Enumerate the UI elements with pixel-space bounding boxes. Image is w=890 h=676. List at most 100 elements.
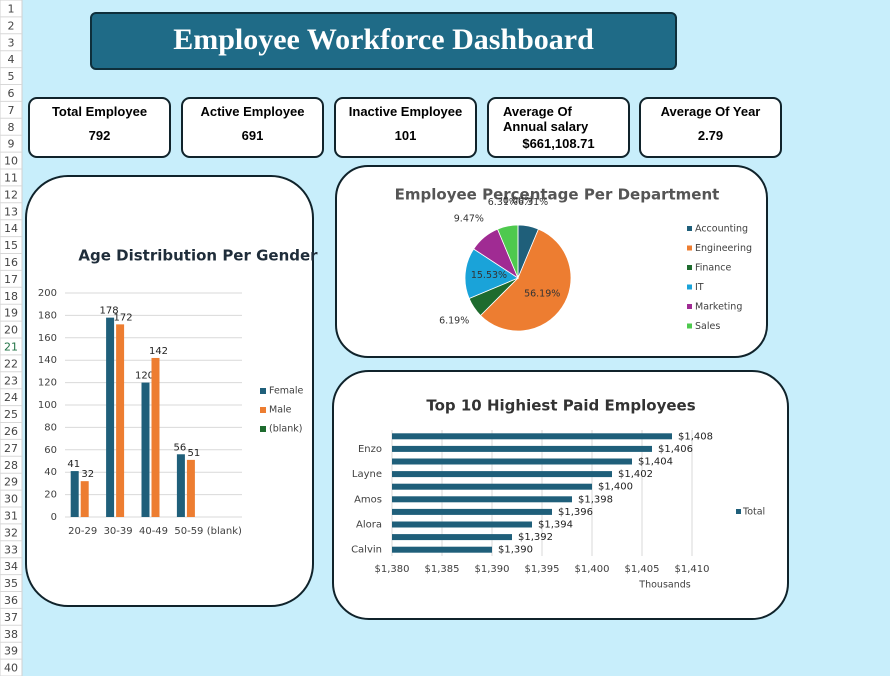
row-header: 2	[8, 19, 15, 32]
bar	[392, 445, 652, 452]
legend-label: Female	[269, 386, 304, 397]
row-header: 26	[4, 425, 18, 438]
data-label: $1,394	[538, 520, 573, 531]
data-label: 142	[149, 346, 168, 357]
x-tick-label: 50-59	[174, 526, 203, 537]
row-header: 36	[4, 594, 18, 607]
data-label: 178	[100, 306, 119, 317]
bar	[176, 454, 185, 517]
bar	[80, 481, 89, 517]
y-tick-label: 60	[44, 445, 57, 456]
y-tick-label: 80	[44, 422, 57, 433]
row-header: 5	[8, 70, 15, 83]
kpi-card: Inactive Employee 101	[334, 97, 477, 158]
data-label: $1,408	[678, 431, 713, 442]
bar	[392, 496, 572, 503]
row-header: 12	[4, 188, 18, 201]
kpi-value: 2.79	[697, 128, 724, 143]
bar	[392, 471, 612, 478]
row-header: 1	[8, 2, 15, 15]
row-header: 33	[4, 543, 18, 556]
row-header: 29	[4, 476, 18, 489]
data-label: 41	[67, 459, 80, 470]
legend-swatch	[260, 388, 266, 394]
legend-label: IT	[695, 282, 704, 293]
kpi-label: Average Of Year	[660, 104, 761, 119]
data-label: $1,390	[498, 545, 533, 556]
data-label: 6.19%	[439, 315, 469, 326]
data-label: 6.31%	[518, 197, 548, 208]
bar	[70, 471, 79, 517]
data-label: 32	[81, 469, 94, 480]
row-header: 13	[4, 205, 18, 218]
legend-swatch	[260, 407, 266, 413]
row-header: 37	[4, 611, 18, 624]
row-header: 31	[4, 509, 18, 522]
y-tick-label: 120	[38, 378, 57, 389]
row-header: 27	[4, 442, 18, 455]
chart-panel	[332, 370, 789, 620]
pie-slice	[464, 248, 519, 299]
legend-swatch	[687, 304, 692, 309]
row-header: 4	[8, 53, 15, 66]
data-label: 6.31%	[488, 197, 518, 208]
kpi-label: Average Of Annual salary	[503, 104, 589, 134]
row-header: 28	[4, 459, 18, 472]
row-header: 24	[4, 391, 18, 404]
data-label: $1,392	[518, 532, 553, 543]
x-tick-label: $1,390	[475, 564, 510, 575]
data-label: $1,404	[638, 457, 673, 468]
bar	[392, 521, 532, 528]
row-header: 21	[4, 340, 18, 353]
legend-label: (blank)	[269, 424, 302, 435]
data-label: 51	[188, 448, 201, 459]
row-header: 38	[4, 628, 18, 641]
legend-swatch	[687, 245, 692, 251]
y-tick-label: 100	[38, 400, 57, 411]
data-label: $1,400	[598, 482, 633, 493]
data-label: $1,398	[578, 494, 613, 505]
legend-swatch	[260, 426, 266, 432]
x-tick-label: $1,405	[625, 564, 660, 575]
row-header: 11	[4, 171, 18, 184]
y-tick-label: Alora	[356, 520, 382, 531]
row-header: 35	[4, 577, 18, 590]
y-tick-label: 0	[51, 512, 57, 523]
y-tick-label: Calvin	[351, 545, 382, 556]
row-header: 23	[4, 374, 18, 387]
x-tick-label: 40-49	[139, 526, 168, 537]
data-label: 0.00%	[503, 196, 533, 207]
chart-title: Age Distribution Per Gender	[78, 247, 318, 265]
kpi-card: Average Of Year 2.79	[639, 97, 782, 158]
data-label: $1,402	[618, 469, 653, 480]
kpi-value: 691	[241, 128, 264, 143]
row-header: 20	[4, 324, 18, 337]
chart-title: Top 10 Highiest Paid Employees	[426, 397, 695, 415]
x-tick-label: $1,385	[425, 564, 460, 575]
row-header: 34	[4, 560, 18, 573]
row-header: 32	[4, 526, 18, 539]
legend-label: Engineering	[695, 243, 752, 254]
bar	[116, 324, 125, 517]
legend-label: Accounting	[695, 224, 748, 235]
row-header: 25	[4, 408, 18, 421]
row-header: 18	[4, 290, 18, 303]
row-header: 39	[4, 645, 18, 658]
row-header: 3	[8, 36, 15, 49]
row-header: 8	[8, 121, 15, 134]
row-header: 30	[4, 493, 18, 506]
row-header: 16	[4, 256, 18, 269]
data-label: 56.19%	[524, 289, 560, 300]
x-tick-label: $1,380	[375, 564, 410, 575]
data-label: $1,396	[558, 507, 593, 518]
legend-swatch	[736, 509, 741, 514]
legend-swatch	[687, 265, 692, 270]
bar	[106, 317, 115, 517]
bar	[392, 458, 632, 465]
row-header: 22	[4, 357, 18, 370]
row-header: 9	[8, 138, 15, 151]
bar	[392, 534, 512, 541]
bar	[392, 483, 592, 490]
